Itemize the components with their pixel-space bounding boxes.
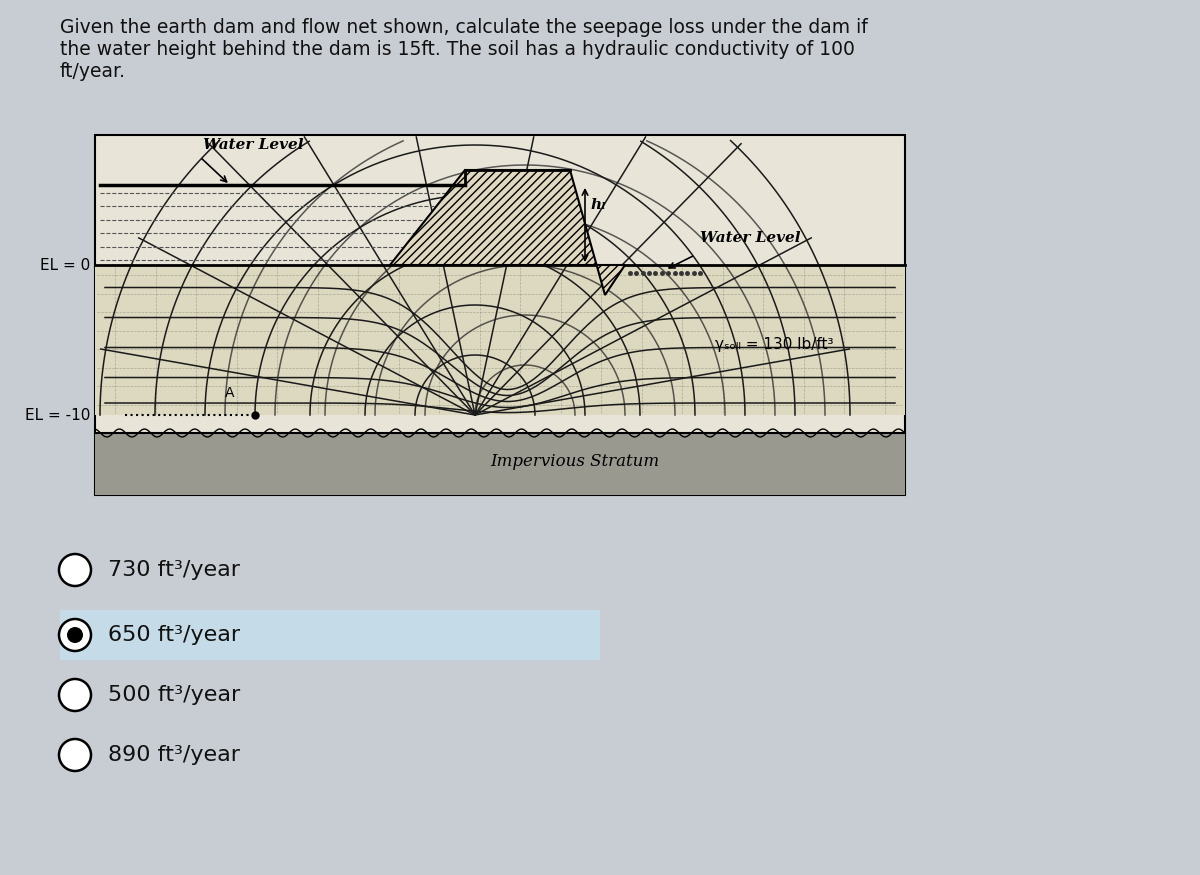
Bar: [95, 433, 905, 495]
Text: 890 ft³/year: 890 ft³/year: [108, 745, 240, 765]
Bar: [100, 185, 466, 265]
Text: Water Level: Water Level: [203, 138, 304, 152]
Bar: [95, 135, 905, 495]
Text: γₛₒₗₗ = 130 lb/ft³: γₛₒₗₗ = 130 lb/ft³: [715, 338, 834, 353]
Text: 500 ft³/year: 500 ft³/year: [108, 685, 240, 705]
Text: Water Level: Water Level: [700, 231, 800, 245]
Text: Given the earth dam and flow net shown, calculate the seepage loss under the dam: Given the earth dam and flow net shown, …: [60, 18, 868, 81]
Circle shape: [59, 679, 91, 711]
Text: 730 ft³/year: 730 ft³/year: [108, 560, 240, 580]
Text: Impervious Stratum: Impervious Stratum: [491, 452, 660, 470]
Circle shape: [59, 554, 91, 586]
Bar: [95, 265, 905, 415]
Text: hₗ: hₗ: [590, 198, 606, 212]
Text: 650 ft³/year: 650 ft³/year: [108, 625, 240, 645]
Circle shape: [59, 739, 91, 771]
Polygon shape: [390, 170, 625, 295]
FancyBboxPatch shape: [60, 610, 600, 660]
Text: EL = 0: EL = 0: [40, 257, 90, 272]
Circle shape: [67, 627, 83, 643]
Circle shape: [59, 619, 91, 651]
Text: EL = -10: EL = -10: [25, 408, 90, 423]
Text: A: A: [226, 386, 235, 400]
